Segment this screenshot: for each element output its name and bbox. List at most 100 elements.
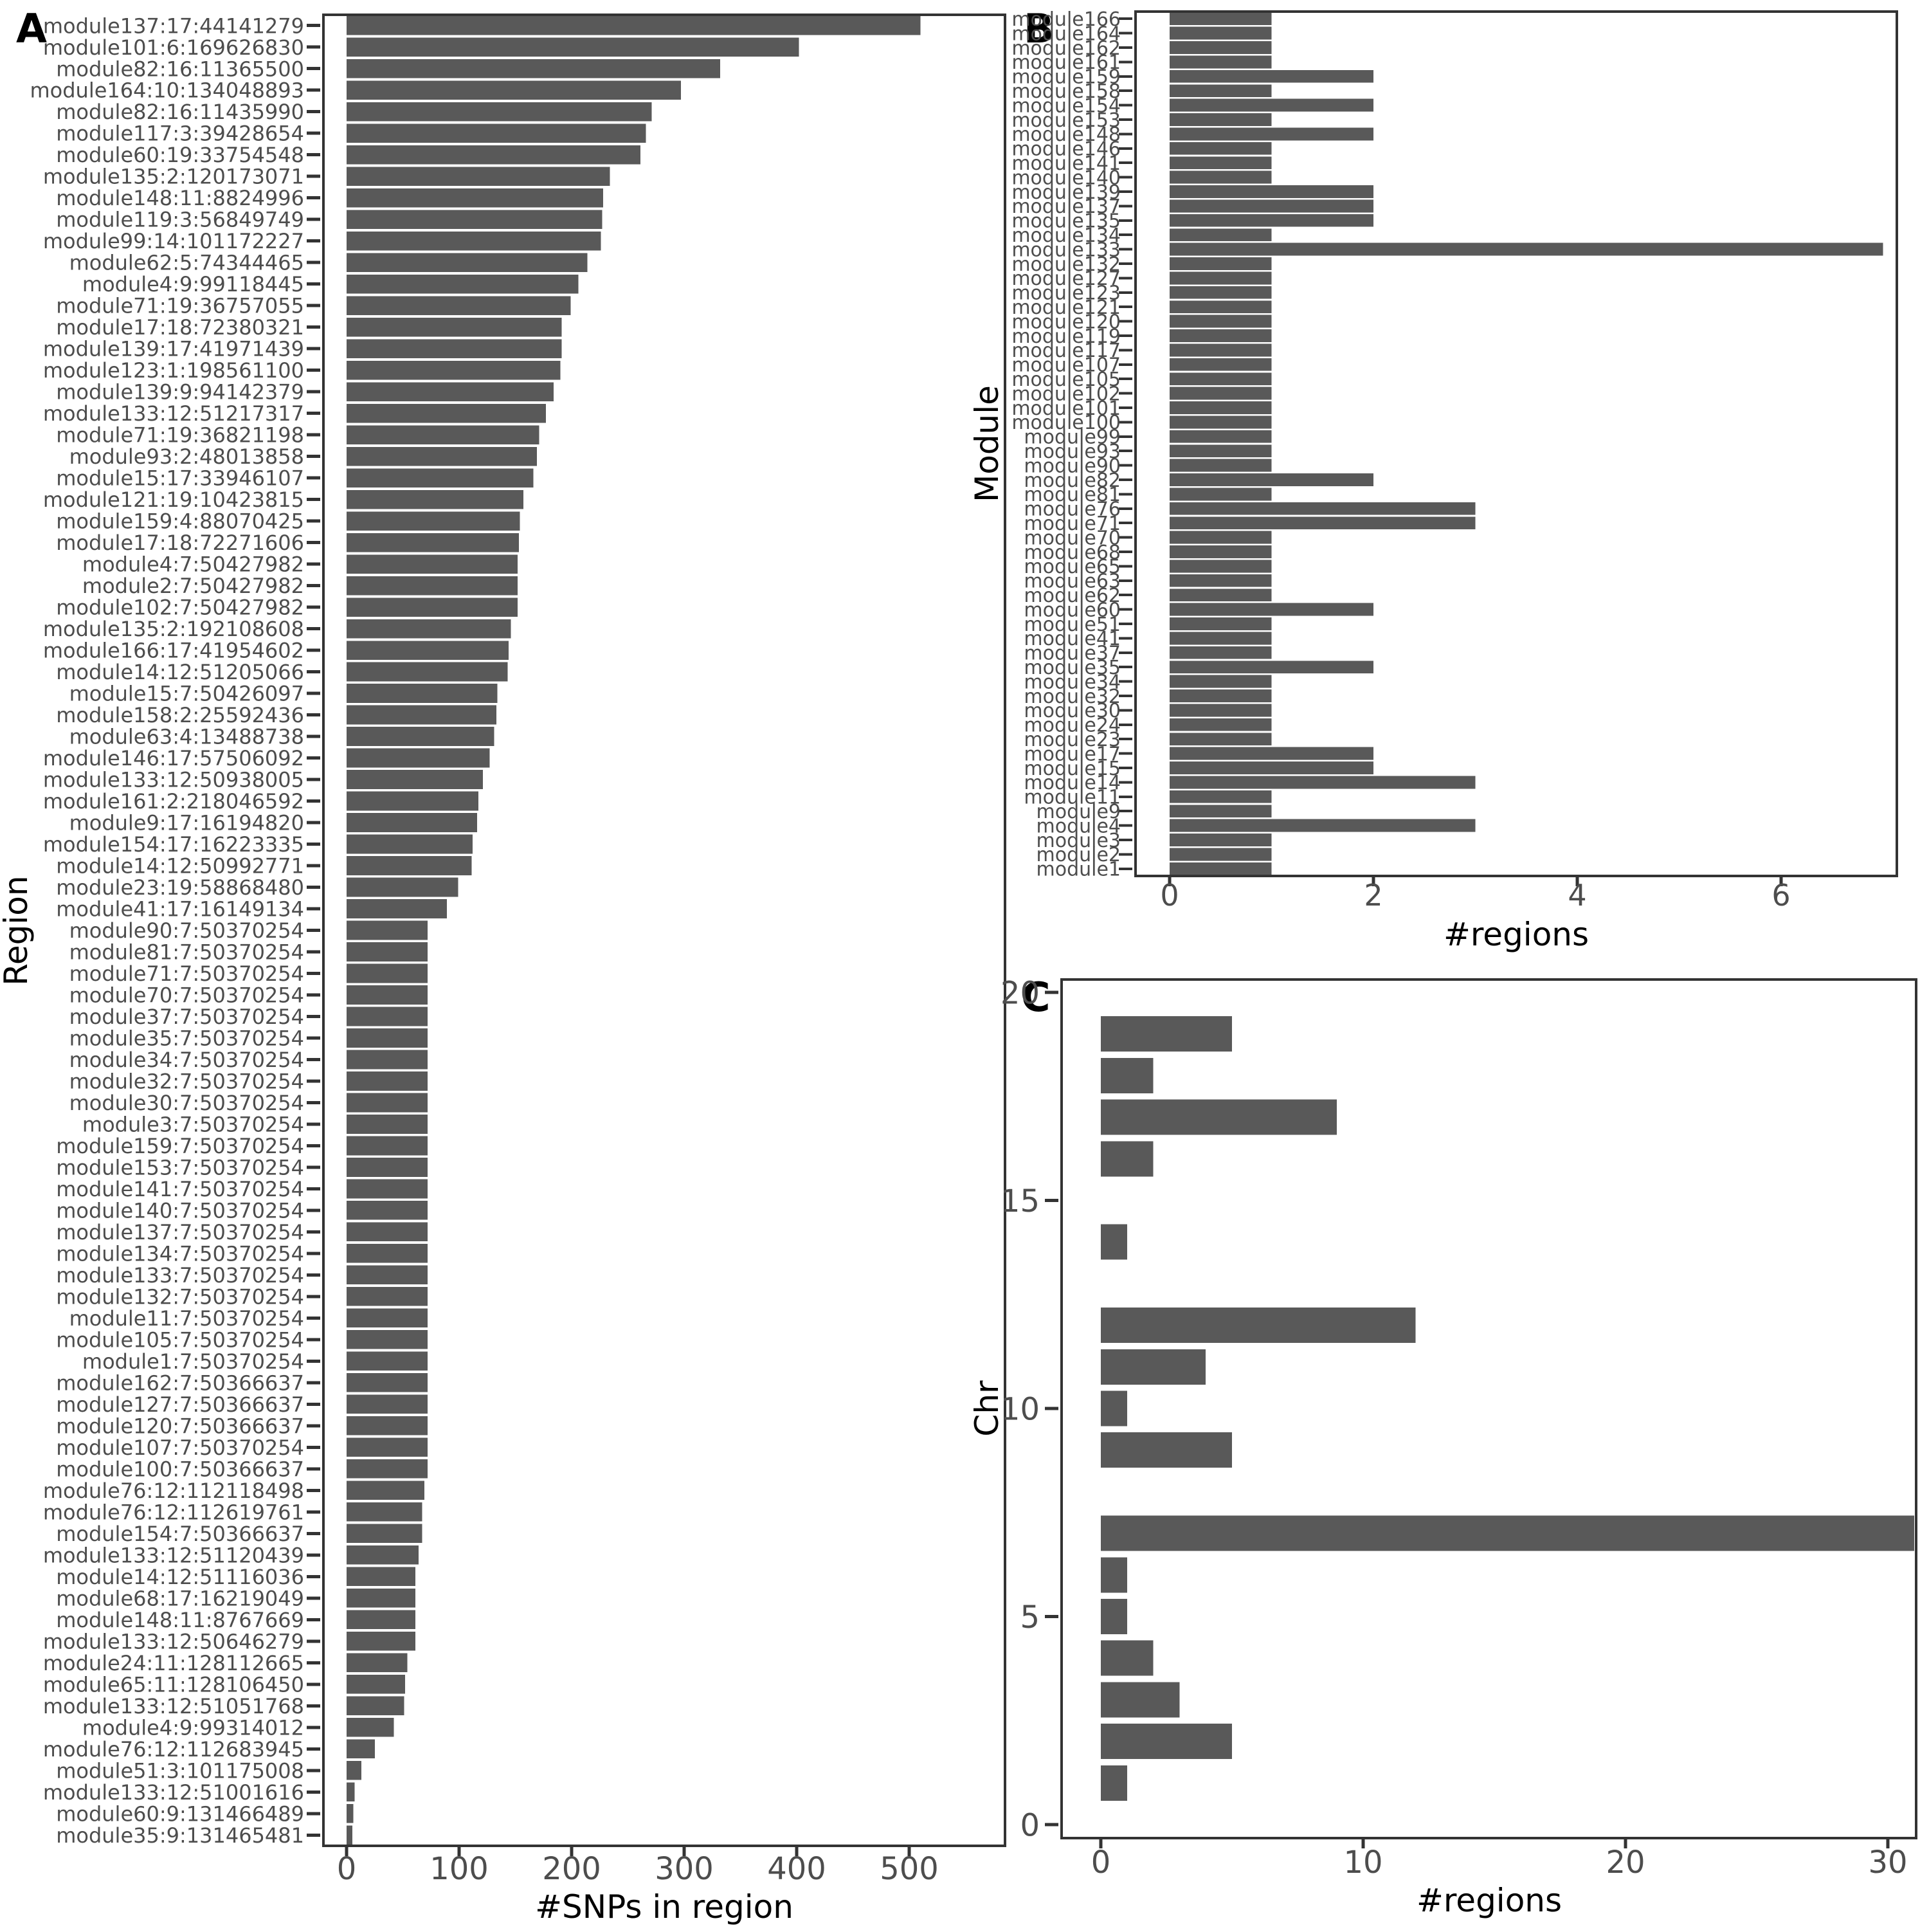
- x-tick-label: 0: [337, 1851, 357, 1887]
- bar: [347, 1050, 428, 1070]
- bar: [347, 1373, 428, 1392]
- bar: [347, 597, 518, 617]
- category-label: module135: [1011, 210, 1121, 233]
- category-label: module3:7:50370254: [82, 1112, 304, 1136]
- bar: [347, 834, 473, 854]
- category-label: module51:3:101175008: [56, 1758, 304, 1783]
- bar: [347, 511, 520, 531]
- panel-border: [1134, 10, 1898, 877]
- bar: [347, 813, 477, 832]
- bar: [1170, 862, 1272, 875]
- bar: [347, 1351, 428, 1371]
- bar: [347, 770, 483, 789]
- category-label: module70: [1024, 527, 1121, 549]
- category-label: module65: [1024, 556, 1121, 578]
- category-label: module99:14:101172227: [43, 229, 304, 253]
- category-label: module76:12:112619761: [43, 1500, 304, 1524]
- category-label: module30:7:50370254: [69, 1091, 304, 1115]
- bar: [1170, 747, 1373, 760]
- category-label: module70:7:50370254: [69, 983, 304, 1008]
- bar: [347, 274, 579, 294]
- category-label: module139:9:94142379: [56, 380, 304, 405]
- panel-c-x-axis-title: #regions: [1417, 1882, 1562, 1919]
- category-label: module90: [1024, 455, 1121, 477]
- category-label: module132:7:50370254: [56, 1284, 304, 1309]
- category-label: module63: [1024, 570, 1121, 593]
- category-label: module41:17:16149134: [56, 897, 304, 922]
- y-tick-label: 15: [1001, 1183, 1040, 1219]
- bar: [347, 1610, 415, 1630]
- bar: [347, 1739, 375, 1759]
- bar: [1170, 113, 1272, 126]
- category-label: module135:2:192108608: [43, 617, 304, 641]
- bar: [1170, 819, 1476, 832]
- bar: [1170, 69, 1373, 83]
- category-label: module107:7:50370254: [56, 1435, 304, 1460]
- y-tick-label: 20: [1001, 975, 1040, 1011]
- bar: [347, 942, 428, 961]
- category-label: module119:3:56849749: [56, 208, 304, 232]
- bar: [347, 920, 428, 940]
- bar: [1170, 199, 1373, 213]
- x-tick-label: 0: [1091, 1845, 1111, 1881]
- bar: [1170, 848, 1272, 861]
- category-label: module127:7:50366637: [56, 1392, 304, 1417]
- bar: [1101, 1390, 1127, 1426]
- bar: [347, 360, 561, 380]
- category-label: module101:6:169626830: [43, 35, 304, 60]
- category-label: module133:12:51120439: [43, 1543, 304, 1567]
- bar: [347, 1201, 428, 1220]
- category-label: module146: [1011, 138, 1121, 161]
- panel-b-letter: B: [1024, 5, 1054, 52]
- panel-b-plot: module166module164module162module161modu…: [1011, 8, 1898, 913]
- x-tick-label: 300: [655, 1851, 714, 1887]
- category-label: module139:17:41971439: [43, 337, 304, 361]
- panel-a-x-axis-title: #SNPs in region: [535, 1888, 793, 1926]
- bar: [1170, 170, 1272, 184]
- bar: [347, 1502, 422, 1522]
- bar: [1170, 574, 1272, 587]
- bar: [1170, 733, 1272, 746]
- category-label: module90:7:50370254: [69, 918, 304, 943]
- category-label: module9:17:16194820: [69, 811, 304, 835]
- bar: [1170, 516, 1476, 530]
- panel-a-letter: A: [16, 5, 47, 52]
- bar: [1170, 689, 1272, 702]
- category-label: module162: [1011, 37, 1121, 60]
- bar: [347, 446, 537, 466]
- category-label: module133:7:50370254: [56, 1263, 304, 1288]
- category-label: module161: [1011, 51, 1121, 74]
- bar: [347, 684, 498, 703]
- category-label: module158: [1011, 80, 1121, 103]
- bar: [347, 748, 490, 768]
- bar: [347, 59, 720, 78]
- category-label: module60: [1024, 599, 1121, 621]
- bar: [347, 210, 602, 230]
- x-tick-label: 100: [430, 1851, 489, 1887]
- bar: [1170, 314, 1272, 328]
- bar: [347, 1265, 428, 1285]
- bar: [1170, 502, 1476, 515]
- category-label: module1: [1036, 859, 1121, 881]
- category-label: module71:19:36757055: [56, 294, 304, 318]
- category-label: module41: [1024, 628, 1121, 650]
- category-label: module30: [1024, 700, 1121, 722]
- x-tick-label: 200: [542, 1851, 601, 1887]
- category-label: module4: [1036, 815, 1121, 837]
- bar: [1170, 26, 1272, 40]
- panel-border: [322, 14, 1006, 1847]
- category-label: module133:12:51051768: [43, 1694, 304, 1718]
- category-label: module76:12:112683945: [43, 1737, 304, 1762]
- bar: [1170, 372, 1272, 386]
- bar: [347, 1416, 428, 1435]
- category-label: module137: [1011, 196, 1121, 218]
- bar: [347, 468, 534, 488]
- bar: [347, 15, 921, 35]
- category-label: module127: [1011, 268, 1121, 290]
- category-label: module161:2:218046592: [43, 789, 304, 814]
- category-label: module37:7:50370254: [69, 1005, 304, 1029]
- bar: [347, 985, 428, 1005]
- category-label: module35:9:131465481: [56, 1823, 304, 1848]
- category-label: module23:19:58868480: [56, 875, 304, 900]
